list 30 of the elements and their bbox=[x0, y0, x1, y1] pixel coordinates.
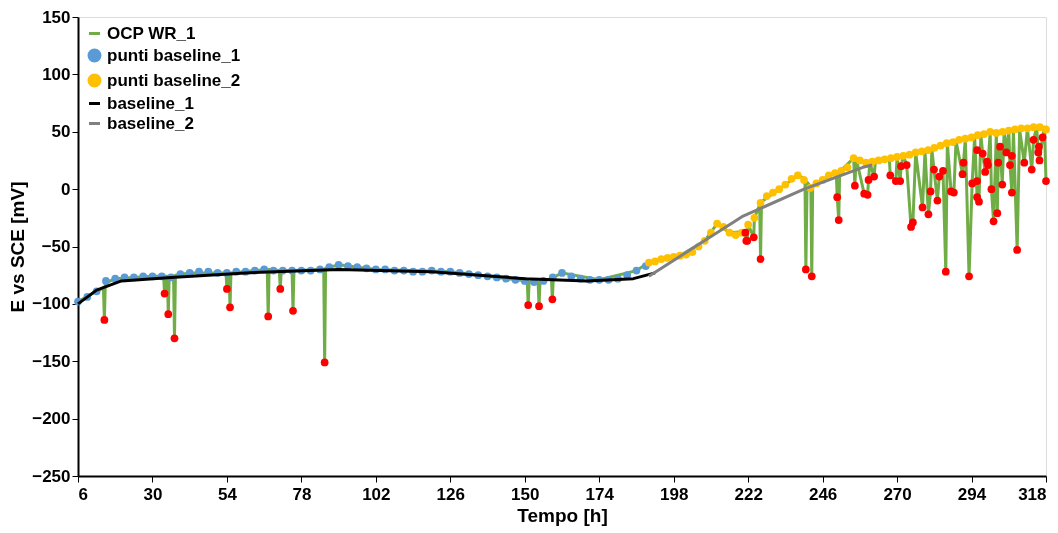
x-tick-label: 246 bbox=[808, 484, 838, 504]
y-tick-label: 0 bbox=[61, 179, 71, 199]
x-tick-label: 6 bbox=[78, 484, 88, 504]
x-tick-label: 222 bbox=[734, 484, 763, 504]
x-tick-label: 126 bbox=[436, 484, 465, 504]
x-tick-label: 54 bbox=[217, 484, 238, 504]
x-tick-label: 174 bbox=[585, 484, 615, 504]
x-tick-label: 102 bbox=[362, 484, 391, 504]
legend-label: baseline_2 bbox=[107, 113, 194, 133]
x-tick-label: 270 bbox=[883, 484, 912, 504]
x-tick-label: 294 bbox=[957, 484, 987, 504]
y-tick-label: −200 bbox=[32, 409, 71, 429]
legend-label: baseline_1 bbox=[107, 93, 194, 113]
y-tick-label: 100 bbox=[42, 64, 71, 84]
y-tick-label: −100 bbox=[32, 294, 71, 314]
x-tick-label: 318 bbox=[1018, 484, 1047, 504]
y-tick-label: −150 bbox=[32, 351, 71, 371]
y-axis-title: E vs SCE [mV] bbox=[7, 181, 29, 313]
x-tick-label: 198 bbox=[660, 484, 689, 504]
x-tick-label: 150 bbox=[511, 484, 540, 504]
legend-label: punti baseline_1 bbox=[107, 45, 241, 65]
y-tick-label: −50 bbox=[41, 237, 71, 256]
legend-label: punti baseline_2 bbox=[107, 70, 241, 90]
x-tick-label: 78 bbox=[292, 484, 312, 504]
x-tick-label: 30 bbox=[143, 484, 163, 504]
y-tick-label: 150 bbox=[42, 7, 71, 27]
legend-label: OCP WR_1 bbox=[107, 23, 196, 43]
x-axis-title: Tempo [h] bbox=[517, 504, 608, 526]
y-tick-label: 50 bbox=[51, 122, 71, 142]
y-tick-label: −250 bbox=[32, 466, 71, 486]
